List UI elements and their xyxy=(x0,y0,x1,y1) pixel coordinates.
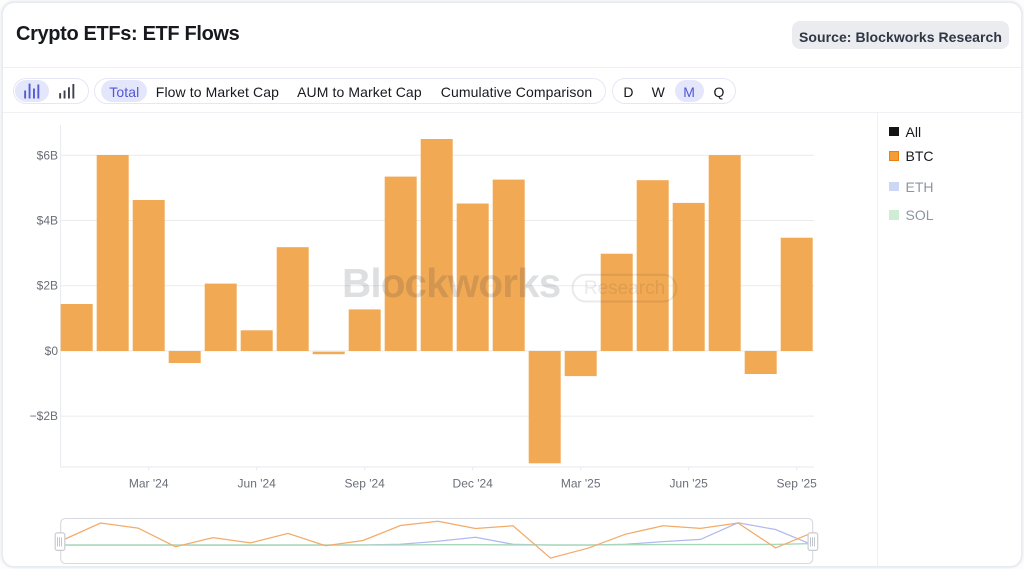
svg-text:Dec '24: Dec '24 xyxy=(453,477,494,491)
svg-text:Blockworks: Blockworks xyxy=(342,260,560,306)
svg-text:Mar '25: Mar '25 xyxy=(561,477,601,491)
svg-text:−$2B: −$2B xyxy=(30,409,58,423)
svg-text:$0: $0 xyxy=(45,344,59,358)
svg-text:Jun '25: Jun '25 xyxy=(670,477,709,491)
svg-text:$2B: $2B xyxy=(37,279,58,293)
svg-text:$6B: $6B xyxy=(37,148,58,162)
svg-text:Research: Research xyxy=(584,278,665,299)
svg-text:$4B: $4B xyxy=(37,214,58,228)
svg-text:Mar '24: Mar '24 xyxy=(129,477,169,491)
svg-text:Sep '25: Sep '25 xyxy=(777,477,818,491)
svg-text:Jun '24: Jun '24 xyxy=(238,477,277,491)
svg-text:Sep '24: Sep '24 xyxy=(345,477,386,491)
